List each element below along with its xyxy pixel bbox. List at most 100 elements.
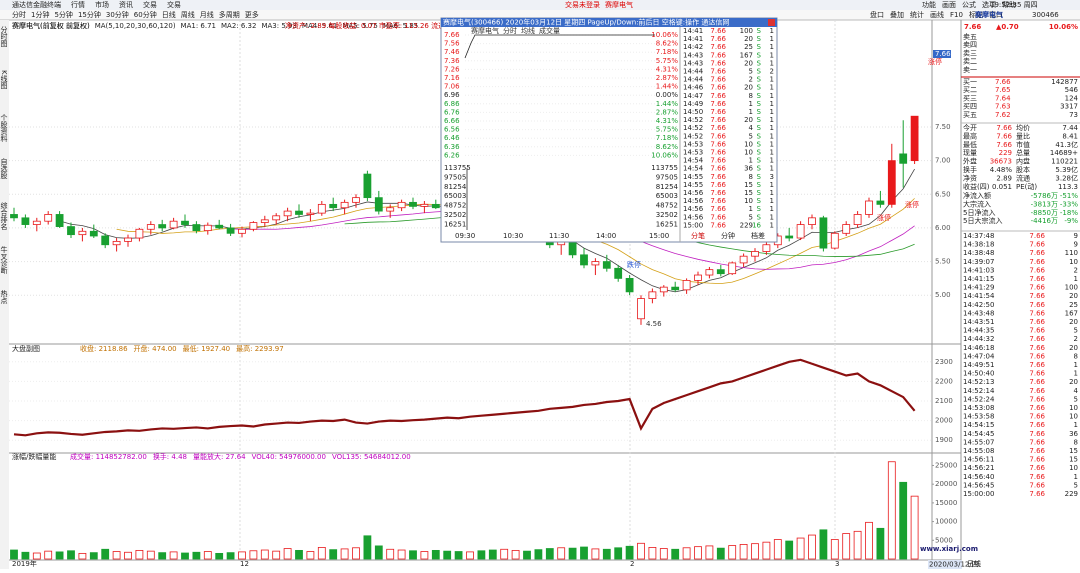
tick-volume: 4 xyxy=(1074,387,1079,395)
tick-volume: 2 xyxy=(1074,266,1078,274)
sidebar-tab[interactable]: 综合排名 xyxy=(0,201,8,231)
candle-body xyxy=(21,217,30,225)
period-tab[interactable]: 多周期 xyxy=(219,10,240,19)
volume-bar xyxy=(602,548,611,560)
tool-button[interactable]: 统计 xyxy=(910,10,924,19)
close-button[interactable] xyxy=(768,19,775,26)
bid-label: 买四 xyxy=(963,103,977,111)
menu-item[interactable]: 交易 xyxy=(167,0,181,9)
candle-body xyxy=(910,115,919,162)
menu-item[interactable]: 选项 xyxy=(982,0,996,9)
popup-tab[interactable]: 分笔 xyxy=(691,231,705,240)
tick-volume: 8 xyxy=(749,92,753,100)
tick-time: 14:56:21 xyxy=(963,464,994,472)
period-tab[interactable]: 5分钟 xyxy=(54,10,72,19)
candle-body xyxy=(169,220,178,229)
stock-code: 300466 xyxy=(1032,11,1059,19)
menu-item[interactable]: 市场 xyxy=(95,0,109,9)
tool-button[interactable]: 窗口 xyxy=(989,10,1003,19)
menu-item[interactable]: 画面 xyxy=(942,1,956,9)
y-tick-label: 6.00 xyxy=(935,224,951,232)
volume-bar xyxy=(625,545,634,560)
period-tab[interactable]: 分时 xyxy=(12,10,26,19)
tick-time: 14:49:51 xyxy=(963,361,994,369)
tool-button[interactable]: 叠加 xyxy=(890,10,904,19)
tick-price: 7.66 xyxy=(710,205,726,213)
candle-body xyxy=(648,291,657,299)
tick-price: 7.66 xyxy=(710,173,726,181)
tick-count: 1 xyxy=(770,59,774,67)
tick-volume: 1 xyxy=(749,100,753,108)
tick-volume: 1 xyxy=(1074,473,1078,481)
volume-bar xyxy=(842,533,851,560)
tick-time: 14:43 xyxy=(683,59,703,67)
price-label: 6.46 xyxy=(444,134,460,142)
tick-price: 7.66 xyxy=(1029,309,1045,317)
sidebar-tab[interactable]: 个股资料 xyxy=(0,114,8,143)
pct-label: 5.75% xyxy=(656,126,679,134)
tick-time: 14:47:04 xyxy=(963,352,995,360)
menu-item[interactable]: 通达信金融终端 xyxy=(12,0,61,9)
menu-item[interactable]: 资讯 xyxy=(119,0,133,9)
bid-volume: 546 xyxy=(1065,86,1079,94)
candle-body xyxy=(181,220,189,225)
menu-item[interactable]: 交易 xyxy=(143,0,157,9)
sidebar-tab[interactable]: 自选股 xyxy=(0,157,8,180)
sidebar-tab[interactable]: K线图 xyxy=(0,70,8,90)
y-tick-label: 5.50 xyxy=(935,258,951,266)
volume-bar xyxy=(146,550,155,560)
menu-item[interactable]: 功能 xyxy=(922,0,936,9)
tick-price: 7.66 xyxy=(710,181,726,189)
y-tick-label: 2200 xyxy=(935,377,953,385)
legend: 赛摩电气(前复权 前复权) xyxy=(12,21,90,30)
candle-body xyxy=(716,269,725,275)
period-tab[interactable]: 15分钟 xyxy=(78,10,101,19)
tool-button[interactable]: F10 xyxy=(950,11,963,19)
bid-volume: 73 xyxy=(1069,111,1078,119)
pct-label: 8.62% xyxy=(656,40,679,48)
volume-bar xyxy=(306,551,315,560)
menu-item[interactable]: 公式 xyxy=(962,0,976,9)
bid-price: 7.66 xyxy=(995,78,1011,86)
price-label: 7.26 xyxy=(444,65,460,73)
period-tab[interactable]: 30分钟 xyxy=(106,10,129,19)
legend: MA(5,10,20,30,60,120) xyxy=(95,22,176,30)
sidebar-tab[interactable]: 牛叉诊断 xyxy=(0,245,8,275)
x-tick-label: 12 xyxy=(240,560,249,568)
volume-bar xyxy=(272,550,281,560)
popup-tab[interactable]: 分钟 xyxy=(721,231,735,240)
tick-time: 14:56 xyxy=(683,213,704,221)
sidebar-tab[interactable]: 分时图 xyxy=(0,25,8,48)
tick-count: 1 xyxy=(770,108,774,116)
tool-button[interactable]: 盘口 xyxy=(870,10,884,19)
tool-button[interactable]: 标记 xyxy=(969,10,983,19)
tick-price: 7.66 xyxy=(1029,352,1045,360)
period-tab[interactable]: 月线 xyxy=(200,10,214,19)
period-tab[interactable]: 周线 xyxy=(181,10,195,19)
status: 交易未登录 xyxy=(565,0,600,9)
tick-count: 1 xyxy=(770,165,774,173)
menu-item[interactable]: 帮助 xyxy=(1002,0,1016,9)
tool-button[interactable]: 画线 xyxy=(930,10,944,19)
tick-count: 1 xyxy=(770,92,774,100)
y-tick-label: 2300 xyxy=(935,358,953,366)
tick-side: S xyxy=(757,132,762,140)
tick-volume: 9 xyxy=(1074,241,1078,249)
period-tab[interactable]: 更多 xyxy=(245,10,259,19)
tick-time: 14:44 xyxy=(683,76,704,84)
menu-item[interactable]: 行情 xyxy=(71,0,85,9)
period-tab[interactable]: 60分钟 xyxy=(134,10,157,19)
popup-tab[interactable]: 档差 xyxy=(751,231,765,240)
time-label: 15:00 xyxy=(649,232,669,240)
period-tab[interactable]: 日线 xyxy=(162,10,176,19)
y-tick-label: 7.00 xyxy=(935,157,951,165)
x-tick-label: 2 xyxy=(630,560,634,568)
tick-volume: 20 xyxy=(1069,318,1078,326)
sidebar-tab[interactable]: 热点 xyxy=(0,289,8,305)
stock-name: 赛摩电气 xyxy=(974,10,1003,19)
tick-time: 14:55:07 xyxy=(963,438,994,446)
tick-price: 7.66 xyxy=(710,43,726,51)
period-tab[interactable]: 1分钟 xyxy=(31,10,49,19)
stat-value: 14689+ xyxy=(1050,149,1078,157)
tick-time: 14:44:35 xyxy=(963,327,994,335)
